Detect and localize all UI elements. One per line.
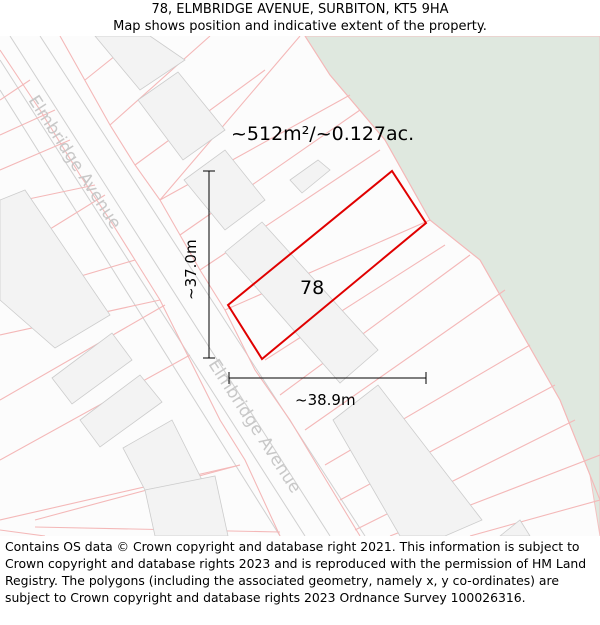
width-dimension-label: ~38.9m: [295, 391, 356, 409]
area-label: ~512m²/~0.127ac.: [231, 123, 414, 145]
plot-number-label: 78: [300, 277, 324, 299]
height-dimension-label: ~37.0m: [182, 239, 200, 300]
buildings: [0, 36, 531, 536]
map-subtitle: Map shows position and indicative extent…: [113, 19, 487, 34]
copyright-attribution: Contains OS data © Crown copyright and d…: [5, 539, 587, 605]
property-boundary-78[interactable]: [226, 169, 428, 361]
road-elmbridge-avenue: [0, 36, 366, 536]
width-dimension: [228, 372, 427, 384]
map-header: 78, ELMBRIDGE AVENUE, SURBITON, KT5 9HA …: [0, 0, 600, 36]
property-map[interactable]: Elmbridge Avenue Elmbridge Avenue ~512m²…: [0, 36, 600, 536]
height-dimension: [203, 170, 215, 359]
property-address-title: 78, ELMBRIDGE AVENUE, SURBITON, KT5 9HA: [151, 2, 449, 17]
parcel-boundaries: [0, 36, 600, 536]
